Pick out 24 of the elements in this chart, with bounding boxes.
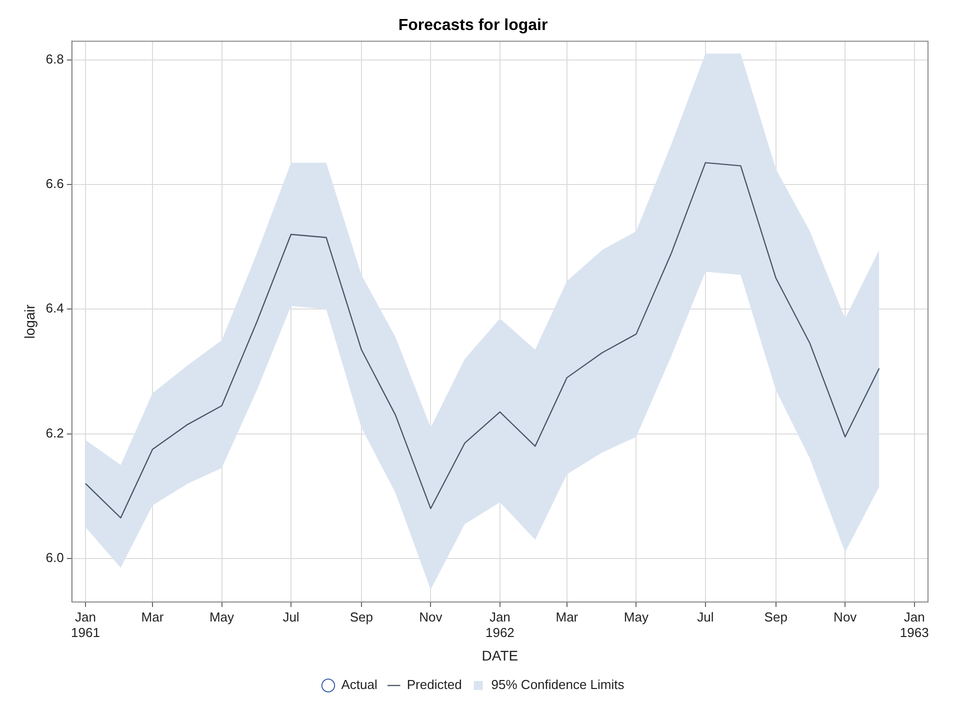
x-tick-label: Jan 1961 [71, 609, 100, 640]
x-tick-label: Mar [556, 609, 579, 624]
x-axis-title: DATE [482, 647, 518, 664]
y-tick-label: 6.8 [46, 51, 64, 66]
x-tick-label: Jul [697, 609, 714, 624]
y-tick-label: 6.6 [46, 176, 64, 192]
legend-label: Actual [341, 677, 378, 692]
x-tick-label: May [209, 609, 235, 624]
x-tick-label: Sep [764, 609, 788, 624]
x-tick-label: Nov [419, 609, 443, 624]
y-axis-title: logair [21, 304, 38, 339]
x-tick-label: Jan 1962 [485, 609, 514, 640]
x-tick-label: Jul [282, 609, 300, 624]
x-tick-label: May [624, 609, 649, 624]
y-tick-label: 6.4 [46, 300, 64, 316]
x-tick-label: Mar [141, 609, 164, 624]
legend-label: Predicted [406, 677, 462, 692]
x-tick-label: Nov [834, 609, 858, 624]
legend-label: 95% Confidence Limits [491, 677, 625, 692]
y-tick-label: 6.0 [46, 550, 64, 565]
x-tick-label: Sep [350, 609, 373, 624]
y-tick-label: 6.2 [46, 425, 64, 440]
chart-title: Forecasts for logair [398, 17, 548, 34]
x-tick-label: Jan 1963 [900, 609, 929, 640]
